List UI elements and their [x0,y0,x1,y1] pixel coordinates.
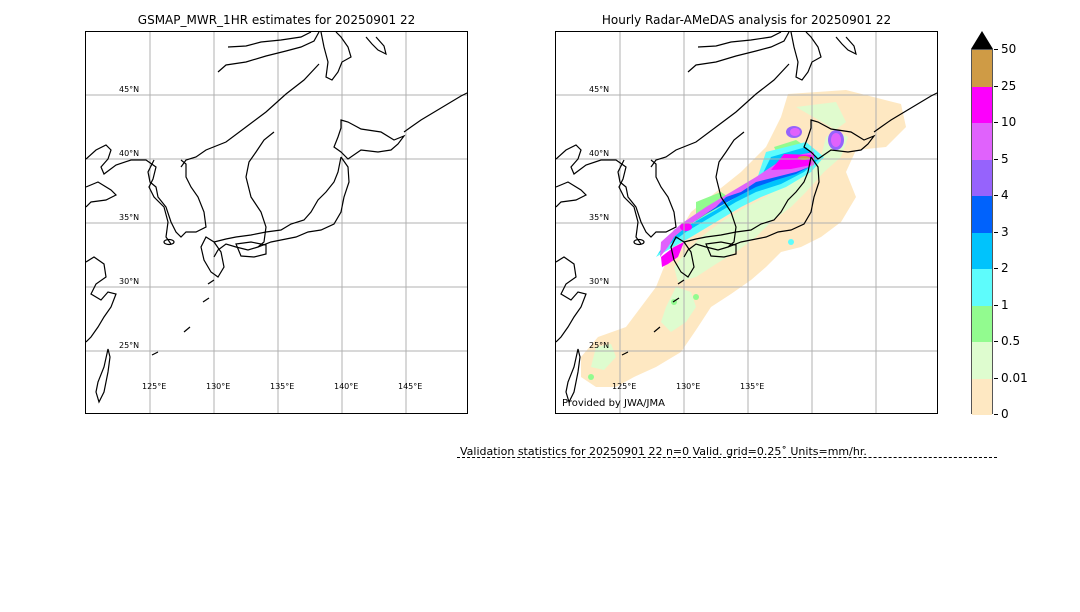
colorbar-tick [994,86,998,87]
validation-statistics: Validation statistics for 20250901 22 n=… [460,445,867,458]
colorbar-seg-6 [972,159,992,196]
lon-label-145: 145°E [398,382,423,391]
colorbar-tick [994,378,998,379]
lon-label-130: 130°E [676,382,701,391]
colorbar-seg-9 [972,50,992,87]
lat-label-25: 25°N [119,341,140,350]
colorbar-seg-5 [972,196,992,233]
lat-label-30: 30°N [119,277,140,286]
lat-label-45: 45°N [589,85,610,94]
colorbar-label-25: 25 [1001,79,1017,93]
lon-label-135: 135°E [740,382,765,391]
colorbar-label-10: 10 [1001,115,1017,129]
colorbar-label-2: 2 [1001,261,1009,275]
left-map: 45°N 40°N 35°N 30°N 25°N 125°E 130°E 135… [85,31,468,414]
colorbar-tick [994,159,998,160]
lon-label-130: 130°E [206,382,231,391]
colorbar-label-5: 5 [1001,152,1009,166]
lat-label-35: 35°N [119,213,140,222]
left-map-canvas [86,32,467,413]
colorbar-label-1: 1 [1001,298,1009,312]
left-map-title: GSMAP_MWR_1HR estimates for 20250901 22 [137,13,416,27]
colorbar-tick [994,122,998,123]
colorbar-tick [994,341,998,342]
colorbar-extend-arrow [971,31,993,49]
colorbar-seg-0 [972,378,992,415]
colorbar-tick [994,305,998,306]
colorbar-tick [994,232,998,233]
lat-label-45: 45°N [119,85,140,94]
coastlines [556,32,937,404]
coastlines [86,32,467,404]
lat-label-30: 30°N [589,277,610,286]
graticule [556,32,937,413]
colorbar-seg-1 [972,342,992,379]
graticule [86,32,467,413]
lon-label-140: 140°E [334,382,359,391]
colorbar-tick [994,49,998,50]
colorbar-label-0: 0 [1001,407,1009,421]
right-map: 45°N 40°N 35°N 30°N 25°N 125°E 130°E 135… [555,31,938,414]
lon-label-135: 135°E [270,382,295,391]
colorbar-label-50: 50 [1001,42,1017,56]
colorbar-label-4: 4 [1001,188,1009,202]
colorbar-seg-4 [972,232,992,269]
colorbar-tick [994,414,998,415]
colorbar-tick [994,195,998,196]
colorbar-tick [994,268,998,269]
lat-label-40: 40°N [119,149,140,158]
lon-label-125: 125°E [612,382,637,391]
lon-label-125: 125°E [142,382,167,391]
precip-field [581,90,906,387]
data-credit: Provided by JWA/JMA [562,398,665,409]
colorbar-seg-7 [972,123,992,160]
colorbar-label-3: 3 [1001,225,1009,239]
colorbar-label-0.01: 0.01 [1001,371,1028,385]
right-map-canvas [556,32,937,413]
stats-divider [457,457,997,458]
colorbar-label-0.5: 0.5 [1001,334,1021,348]
lat-label-25: 25°N [589,341,610,350]
colorbar-seg-2 [972,305,992,342]
lat-label-40: 40°N [589,149,610,158]
colorbar-seg-3 [972,269,992,306]
colorbar [971,49,993,415]
lat-label-35: 35°N [589,213,610,222]
colorbar-seg-8 [972,86,992,123]
right-map-title: Hourly Radar-AMeDAS analysis for 2025090… [601,13,892,27]
